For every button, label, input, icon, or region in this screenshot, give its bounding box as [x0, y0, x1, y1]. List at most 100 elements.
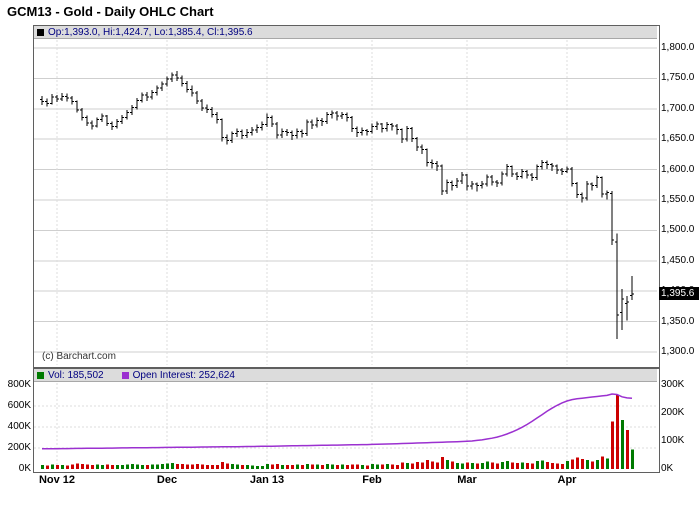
volume-bar: [431, 461, 434, 469]
price-axis-label: 1,550.0: [661, 194, 695, 205]
ohlc-bar: [280, 128, 284, 138]
volume-bar: [416, 462, 419, 469]
volume-bar: [246, 465, 249, 469]
volume-bar: [251, 465, 254, 469]
ohlc-bar: [320, 117, 324, 126]
ohlc-bar: [380, 122, 384, 133]
volume-axis-label: 800K: [7, 379, 31, 390]
volume-bar: [261, 466, 264, 469]
volume-bar: [271, 464, 274, 469]
ohlc-bar: [460, 172, 464, 185]
volume-bar: [211, 465, 214, 469]
ohlc-bar: [80, 108, 84, 121]
ohlc-bar: [135, 97, 139, 110]
ohlc-bar: [395, 124, 399, 135]
volume-legend-text: Vol: 185,502: [48, 369, 104, 381]
volume-bar: [196, 464, 199, 469]
volume-bar: [201, 464, 204, 469]
volume-bar: [396, 464, 399, 469]
ohlc-bar: [560, 167, 564, 176]
ohlc-bar: [60, 93, 64, 101]
volume-bar: [491, 462, 494, 469]
ohlc-bar: [85, 115, 89, 126]
volume-bar: [606, 458, 609, 469]
volume-bar: [441, 457, 444, 469]
volume-bar: [581, 458, 584, 469]
open-interest-axis-label: 200K: [661, 407, 685, 418]
volume-series-icon: [37, 371, 44, 379]
ohlc-bar: [520, 169, 524, 179]
volume-bar: [521, 462, 524, 469]
time-axis-label: Dec: [156, 474, 178, 486]
ohlc-bar: [165, 76, 169, 87]
volume-bar: [511, 462, 514, 469]
ohlc-bar: [505, 164, 509, 177]
ohlc-bar: [110, 121, 114, 131]
volume-bar: [616, 394, 619, 469]
ohlc-bar: [375, 121, 379, 131]
ohlc-bar: [415, 136, 419, 151]
volume-bar: [191, 464, 194, 469]
volume-bar: [401, 462, 404, 469]
ohlc-bar: [425, 148, 429, 167]
ohlc-bar: [130, 105, 134, 115]
ohlc-bar: [220, 118, 224, 142]
volume-bar: [556, 463, 559, 469]
volume-bar: [41, 465, 44, 469]
volume-bar: [501, 461, 504, 469]
volume-legend: Vol: 185,502 Open Interest: 252,624: [34, 369, 657, 382]
ohlc-legend-text: Op:1,393.0, Hi:1,424.7, Lo:1,385.4, Cl:1…: [48, 26, 253, 38]
ohlc-bar: [625, 296, 629, 321]
ohlc-bar: [45, 98, 49, 107]
ohlc-bar: [325, 111, 329, 124]
volume-bar: [136, 464, 139, 469]
volume-bar: [451, 461, 454, 469]
volume-bar: [496, 463, 499, 469]
ohlc-bar: [250, 127, 254, 136]
volume-bar: [316, 464, 319, 469]
ohlc-legend: Op:1,393.0, Hi:1,424.7, Lo:1,385.4, Cl:1…: [34, 26, 657, 39]
volume-bar: [526, 463, 529, 469]
ohlc-bar: [440, 164, 444, 196]
ohlc-bar: [235, 128, 239, 137]
ohlc-bar: [275, 122, 279, 139]
ohlc-bar: [590, 182, 594, 191]
open-interest-axis-label: 0K: [661, 463, 674, 474]
ohlc-bar: [535, 164, 539, 180]
ohlc-bar: [200, 99, 204, 112]
volume-bar: [486, 461, 489, 469]
volume-bar: [461, 463, 464, 469]
volume-bar: [551, 462, 554, 469]
ohlc-bar: [350, 116, 354, 132]
ohlc-bar: [210, 107, 214, 118]
volume-bar: [341, 464, 344, 469]
ohlc-bar: [260, 121, 264, 131]
price-axis-label: 1,800.0: [661, 42, 695, 53]
ohlc-bar: [550, 162, 554, 171]
ohlc-bar: [155, 85, 159, 96]
volume-bar: [536, 461, 539, 469]
volume-bar: [126, 464, 129, 469]
ohlc-bar: [240, 129, 244, 140]
ohlc-bar: [585, 181, 589, 201]
volume-bar: [101, 465, 104, 469]
ohlc-bar: [175, 71, 179, 81]
ohlc-bar: [265, 113, 269, 127]
ohlc-bar: [430, 159, 434, 169]
ohlc-bar: [525, 170, 529, 179]
ohlc-bar: [270, 115, 274, 127]
volume-bar: [61, 465, 64, 469]
volume-bar: [241, 464, 244, 469]
volume-bar: [466, 462, 469, 469]
ohlc-bar: [310, 119, 314, 129]
ohlc-bar: [255, 124, 259, 134]
ohlc-bar: [390, 122, 394, 131]
volume-bar: [266, 464, 269, 469]
price-axis-label: 1,450.0: [661, 254, 695, 266]
volume-bar: [286, 465, 289, 469]
volume-bar: [381, 464, 384, 469]
ohlc-bar: [70, 96, 74, 105]
ohlc-bar: [420, 144, 424, 154]
ohlc-bar: [290, 130, 294, 140]
